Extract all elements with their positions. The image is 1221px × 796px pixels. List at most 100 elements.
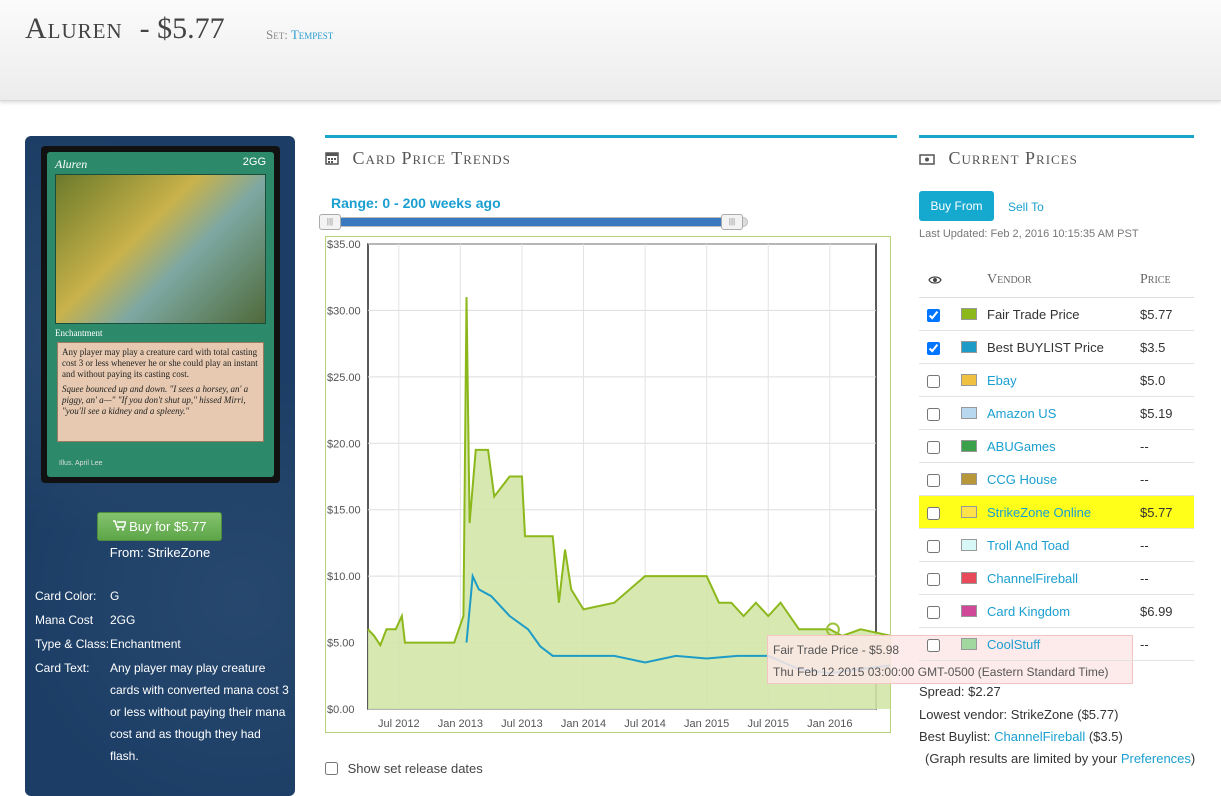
prices-rule (919, 135, 1194, 138)
vendor-color-swatch (961, 572, 977, 584)
vendor-color-swatch (961, 605, 977, 617)
vendor-name[interactable]: Ebay (987, 373, 1017, 388)
trends-title: Card Price Trends (325, 148, 511, 169)
card-image: Aluren 2GG Enchantment Any player may pl… (41, 146, 280, 483)
vendor-price: -- (1140, 472, 1149, 487)
page-header: Aluren - $5.77 Set: Tempest (0, 0, 1221, 101)
vendor-row[interactable]: CoolStuff -- (919, 628, 1194, 661)
vendor-name: Fair Trade Price (987, 307, 1080, 322)
vendor-checkbox[interactable] (927, 573, 940, 586)
vendor-rows: Fair Trade Price $5.77 Best BUYLIST Price $… (919, 298, 1194, 661)
tab-buy-from[interactable]: Buy From (919, 191, 994, 221)
x-tick-label: Jan 2014 (561, 718, 606, 730)
vendor-color-swatch (961, 407, 977, 419)
range-slider[interactable]: ||| ||| (319, 214, 748, 230)
card-image-cost: 2GG (242, 156, 266, 168)
vendor-name[interactable]: Troll And Toad (987, 538, 1070, 553)
range-slider-end-handle[interactable]: ||| (721, 214, 743, 230)
card-name: Aluren (25, 12, 123, 45)
vendor-checkbox[interactable] (927, 441, 940, 454)
vendor-name[interactable]: CCG House (987, 472, 1058, 487)
x-tick-label: Jan 2015 (684, 718, 729, 730)
release-dates-label: Show set release dates (347, 761, 483, 776)
vendor-name[interactable]: ChannelFireball (987, 571, 1079, 586)
y-tick-label: $0.00 (327, 704, 355, 716)
y-tick-label: $20.00 (327, 438, 361, 450)
eye-icon (928, 274, 942, 290)
vendor-name[interactable]: Card Kingdom (987, 604, 1071, 619)
vendor-row[interactable]: Ebay $5.0 (919, 364, 1194, 397)
set-info: Set: Tempest (266, 27, 333, 43)
vendor-name[interactable]: CoolStuff (987, 637, 1041, 652)
vendor-checkbox[interactable] (927, 540, 940, 553)
vendor-checkbox[interactable] (927, 606, 940, 619)
vendor-row[interactable]: StrikeZone Online $5.77 (919, 496, 1194, 529)
vendor-price: -- (1140, 637, 1149, 652)
card-image-illustrator: Illus. April Lee (59, 460, 103, 467)
best-buylist: Best Buylist: ChannelFireball ($3.5) (919, 729, 1123, 744)
y-tick-label: $15.00 (327, 505, 361, 517)
vendor-price: $5.77 (1140, 505, 1173, 520)
vendor-checkbox[interactable] (927, 309, 940, 322)
vendor-checkbox[interactable] (927, 342, 940, 355)
release-dates-checkbox[interactable] (325, 762, 338, 775)
vendor-name[interactable]: StrikeZone Online (987, 505, 1092, 520)
set-link[interactable]: Tempest (290, 27, 334, 42)
vendor-color-swatch (961, 308, 977, 320)
vendor-price: -- (1140, 571, 1149, 586)
vendor-price: $3.5 (1140, 340, 1166, 355)
card-image-rules: Any player may play a creature card with… (62, 347, 258, 379)
vendor-checkbox[interactable] (927, 474, 940, 487)
range-slider-start-handle[interactable]: ||| (319, 214, 341, 230)
vendor-row[interactable]: CCG House -- (919, 463, 1194, 496)
vendor-row[interactable]: Amazon US $5.19 (919, 397, 1194, 430)
vendor-color-swatch (961, 638, 977, 650)
buy-button-label: Buy for $5.77 (129, 519, 207, 534)
vendor-row[interactable]: ABUGames -- (919, 430, 1194, 463)
vendor-price: $5.77 (1140, 307, 1173, 322)
release-dates-toggle[interactable]: Show set release dates (325, 761, 483, 776)
range-slider-fill (329, 218, 731, 226)
vendor-checkbox[interactable] (927, 408, 940, 421)
buy-from-vendor: From: StrikeZone (109, 545, 211, 560)
vendor-checkbox[interactable] (927, 507, 940, 520)
vendor-checkbox[interactable] (927, 639, 940, 652)
vendor-price: -- (1140, 538, 1149, 553)
calendar-icon (325, 152, 339, 165)
x-tick-label: Jul 2014 (624, 718, 666, 730)
vendor-color-swatch (961, 473, 977, 485)
tab-sell-to[interactable]: Sell To (1008, 200, 1044, 214)
vendor-table-header: Vendor Price (919, 264, 1194, 298)
buy-button[interactable]: Buy for $5.77 (97, 512, 222, 541)
card-info-panel: Aluren 2GG Enchantment Any player may pl… (25, 136, 295, 796)
cart-icon (112, 519, 130, 534)
spread-text: Spread: $2.27 (919, 684, 1001, 699)
vendor-checkbox[interactable] (927, 375, 940, 388)
y-tick-label: $35.00 (327, 239, 361, 251)
graph-note: (Graph results are limited by your Prefe… (925, 751, 1196, 766)
vendor-name[interactable]: ABUGames (987, 439, 1056, 454)
lowest-vendor-text: Lowest vendor: StrikeZone ($5.77) (919, 707, 1119, 722)
vendor-price: $6.99 (1140, 604, 1173, 619)
preferences-link[interactable]: Preferences (1120, 751, 1191, 766)
money-icon (919, 154, 935, 165)
y-tick-label: $30.00 (327, 305, 361, 317)
range-label: Range: 0 - 200 weeks ago (331, 195, 501, 211)
card-art (55, 174, 266, 324)
vendor-table: Vendor Price Fair Trade Price $5.77 Best B… (919, 264, 1194, 661)
vendor-row[interactable]: Fair Trade Price $5.77 (919, 298, 1194, 331)
vendor-row[interactable]: Card Kingdom $6.99 (919, 595, 1194, 628)
best-buylist-link[interactable]: ChannelFireball (994, 729, 1086, 744)
prices-title: Current Prices (919, 148, 1078, 169)
vendor-row[interactable]: Troll And Toad -- (919, 529, 1194, 562)
vendor-row[interactable]: Best BUYLIST Price $3.5 (919, 331, 1194, 364)
x-tick-label: Jan 2016 (807, 718, 852, 730)
trends-rule (325, 135, 897, 138)
vendor-name[interactable]: Amazon US (987, 406, 1057, 421)
vendor-color-swatch (961, 506, 977, 518)
tooltip-line-2: Thu Feb 12 2015 03:00:00 GMT-0500 (Easte… (773, 665, 1109, 679)
y-tick-label: $5.00 (327, 638, 355, 650)
x-tick-label: Jul 2015 (747, 718, 789, 730)
vendor-row[interactable]: ChannelFireball -- (919, 562, 1194, 595)
x-tick-label: Jul 2012 (378, 718, 420, 730)
